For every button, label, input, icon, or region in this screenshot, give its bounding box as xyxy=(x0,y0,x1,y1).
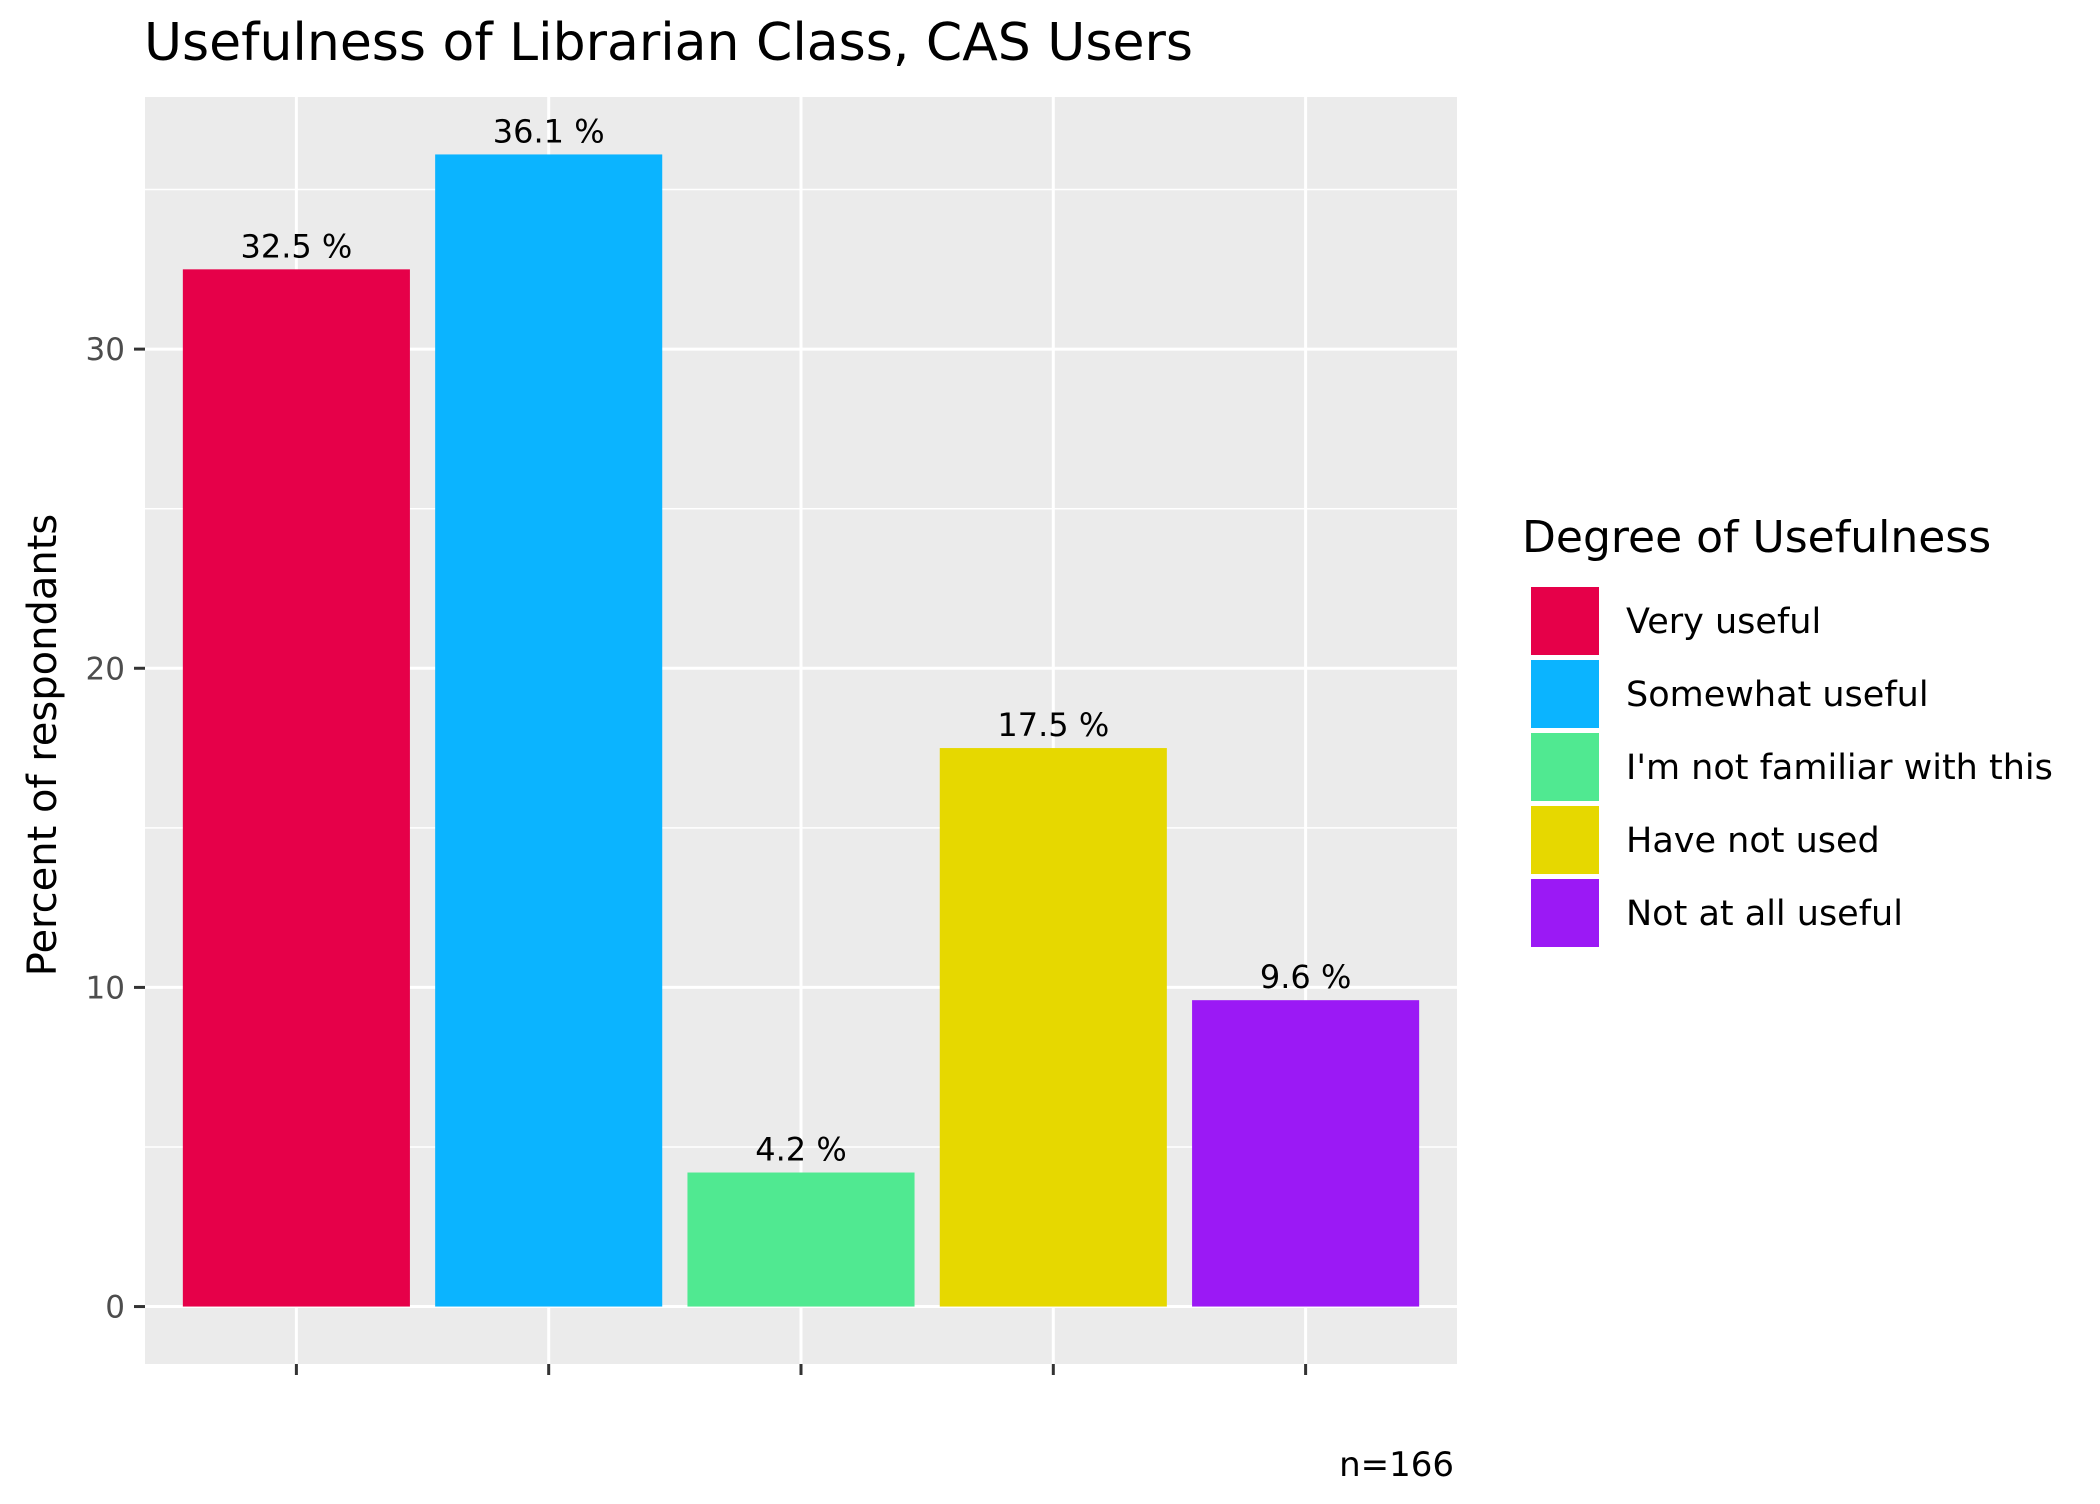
bar-5 xyxy=(1192,1000,1420,1307)
legend-label: Have not used xyxy=(1626,821,1880,861)
legend-swatch xyxy=(1529,585,1601,657)
y-axis-title: Percent of respondants xyxy=(20,514,66,977)
legend-item: Have not used xyxy=(1529,804,1880,876)
y-tick-label: 20 xyxy=(86,651,125,687)
axes: 0 10 20 30 xyxy=(86,332,1308,1375)
legend-swatch xyxy=(1529,658,1601,730)
bar-value-label: 9.6 % xyxy=(1260,958,1351,996)
bar-1 xyxy=(182,269,410,1307)
legend-title: Degree of Usefulness xyxy=(1522,512,1991,563)
bar-labels: 32.5 % 36.1 % 4.2 % 17.5 % 9.6 % xyxy=(240,112,1351,1168)
bar-value-label: 32.5 % xyxy=(240,227,352,265)
legend-swatch xyxy=(1529,877,1601,949)
legend-item: Very useful xyxy=(1529,585,1821,657)
legend-item: Somewhat useful xyxy=(1529,658,1929,730)
legend-item: I'm not familiar with this xyxy=(1529,731,2053,803)
legend-label: I'm not familiar with this xyxy=(1626,748,2053,788)
bar-3 xyxy=(687,1172,915,1307)
y-tick-label: 10 xyxy=(86,970,125,1006)
legend: Very useful Somewhat useful I'm not famili… xyxy=(1529,585,2053,949)
bars xyxy=(182,154,1420,1307)
bar-value-label: 17.5 % xyxy=(997,706,1109,744)
legend-label: Very useful xyxy=(1626,602,1821,642)
sample-size-caption: n=166 xyxy=(1339,1445,1454,1485)
legend-swatch xyxy=(1529,731,1601,803)
legend-item: Not at all useful xyxy=(1529,877,1903,949)
bar-value-label: 4.2 % xyxy=(755,1131,846,1169)
y-tick-label: 30 xyxy=(86,332,125,368)
legend-label: Not at all useful xyxy=(1626,894,1903,934)
y-tick-label: 0 xyxy=(105,1290,125,1326)
legend-swatch xyxy=(1529,804,1601,876)
bar-value-label: 36.1 % xyxy=(493,112,605,150)
legend-label: Somewhat useful xyxy=(1626,675,1929,715)
chart-title: Usefulness of Librarian Class, CAS Users xyxy=(144,13,1193,73)
bar-2 xyxy=(435,154,663,1307)
bar-4 xyxy=(939,748,1167,1307)
